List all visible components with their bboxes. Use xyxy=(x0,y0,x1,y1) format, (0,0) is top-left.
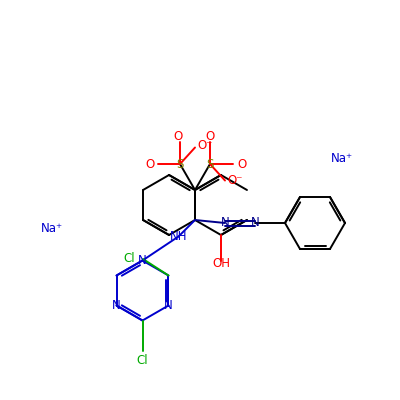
Text: Cl: Cl xyxy=(137,354,148,368)
Text: O: O xyxy=(238,158,247,170)
Text: N: N xyxy=(221,216,229,230)
Text: N: N xyxy=(138,254,147,267)
Text: O⁻: O⁻ xyxy=(227,174,243,187)
Text: S: S xyxy=(176,158,184,170)
Text: OH: OH xyxy=(212,257,230,270)
Text: N: N xyxy=(112,299,121,312)
Text: N: N xyxy=(251,216,259,230)
Text: NH: NH xyxy=(170,230,187,243)
Text: N: N xyxy=(164,299,173,312)
Text: O⁻: O⁻ xyxy=(197,139,213,152)
Text: S: S xyxy=(206,158,214,170)
Text: O: O xyxy=(173,130,183,143)
Text: O: O xyxy=(145,158,154,170)
Text: Na⁺: Na⁺ xyxy=(331,152,353,164)
Text: O: O xyxy=(205,130,215,143)
Text: Na⁺: Na⁺ xyxy=(41,222,63,234)
Text: Cl: Cl xyxy=(123,252,135,266)
